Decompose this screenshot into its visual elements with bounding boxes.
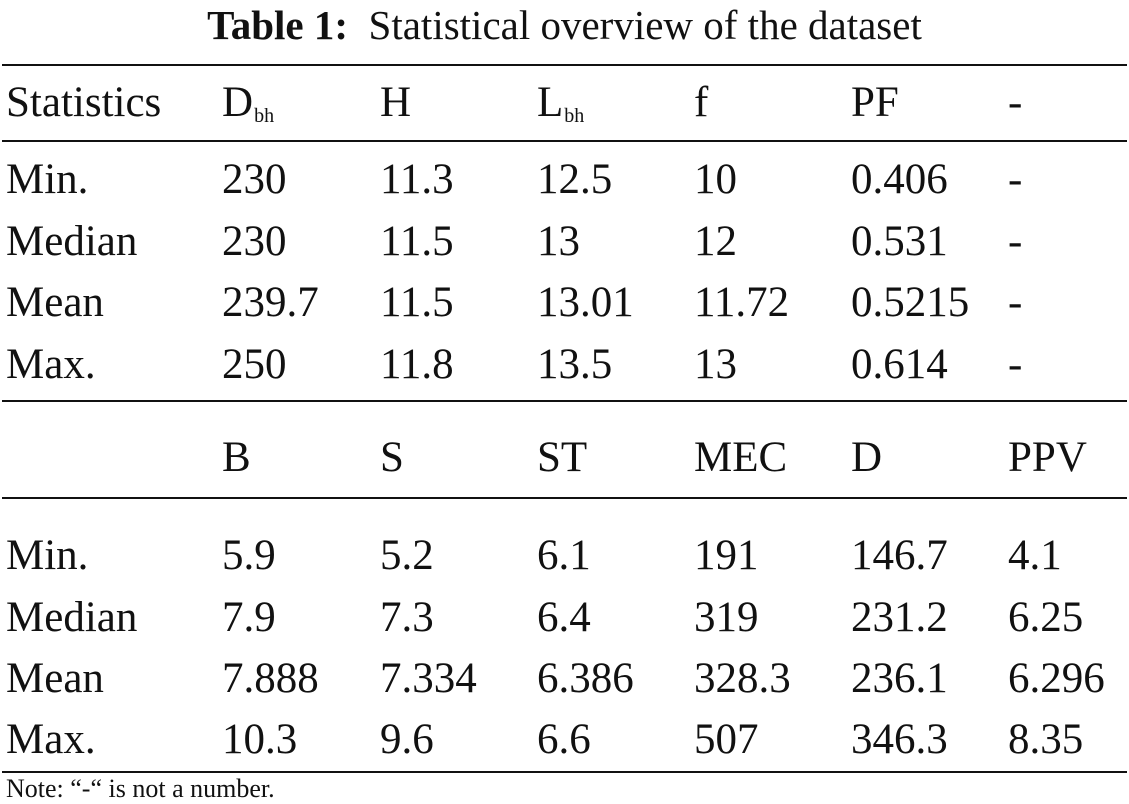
header-cell: B [222, 434, 251, 481]
table-row: Min. 5.9 5.2 6.1 191 146.7 4.1 [0, 526, 1129, 586]
table-cell: 6.1 [537, 532, 591, 579]
header-cell: Dbh [222, 79, 275, 127]
header-cell: - [1008, 79, 1023, 126]
table-cell: 13 [537, 218, 580, 265]
table-cell: Max. [6, 716, 96, 763]
table-cell: 0.5215 [851, 279, 970, 326]
table-row: Mean 7.888 7.334 6.386 328.3 236.1 6.296 [0, 649, 1129, 709]
header-cell: Lbh [537, 79, 585, 127]
table-cell: 507 [694, 716, 759, 763]
header-rule [2, 140, 1127, 142]
table-cell: 11.5 [380, 218, 454, 265]
table-cell: 346.3 [851, 716, 948, 763]
table-cell: 11.3 [380, 156, 454, 203]
table-cell: 6.296 [1008, 655, 1105, 702]
table-cell: 230 [222, 156, 287, 203]
caption-label: Table 1: [207, 2, 349, 48]
header-cell: PF [851, 79, 899, 126]
table-row: Min. 230 11.3 12.5 10 0.406 - [0, 150, 1129, 210]
table-cell: - [1008, 218, 1023, 265]
table-cell: 9.6 [380, 716, 434, 763]
table-cell: Min. [6, 156, 89, 203]
top-rule [2, 64, 1127, 66]
header-cell: S [380, 434, 404, 481]
table-cell: 6.386 [537, 655, 634, 702]
table-cell: 250 [222, 341, 287, 388]
header-cell: MEC [694, 434, 788, 481]
table-cell: 5.2 [380, 532, 434, 579]
table-cell: Max. [6, 341, 96, 388]
table-cell: 0.406 [851, 156, 948, 203]
table-note: Note: “-“ is not a number. [6, 774, 275, 803]
table-cell: 11.8 [380, 341, 454, 388]
table-cell: 319 [694, 594, 759, 641]
table-cell: 10.3 [222, 716, 298, 763]
table-cell: 6.6 [537, 716, 591, 763]
table-cell: 11.5 [380, 279, 454, 326]
header-cell: D [851, 434, 883, 481]
table-cell: 231.2 [851, 594, 948, 641]
table-cell: Mean [6, 655, 104, 702]
table-cell: 191 [694, 532, 759, 579]
table-cell: 5.9 [222, 532, 276, 579]
table-cell: 7.9 [222, 594, 276, 641]
header-rule [2, 497, 1127, 499]
header-cell: H [380, 79, 412, 126]
header-cell: f [694, 79, 709, 126]
table-cell: Mean [6, 279, 104, 326]
table-cell: 0.614 [851, 341, 948, 388]
table-row: Mean 239.7 11.5 13.01 11.72 0.5215 - [0, 273, 1129, 333]
table-cell: Median [6, 594, 138, 641]
table-cell: 13.5 [537, 341, 613, 388]
table-row: Max. 250 11.8 13.5 13 0.614 - [0, 335, 1129, 395]
table-cell: 12 [694, 218, 737, 265]
table-row: Max. 10.3 9.6 6.6 507 346.3 8.35 [0, 710, 1129, 770]
table-cell: - [1008, 279, 1023, 326]
table-cell: 6.4 [537, 594, 591, 641]
table-cell: 236.1 [851, 655, 948, 702]
table-cell: 7.334 [380, 655, 477, 702]
table-cell: 239.7 [222, 279, 319, 326]
table-cell: - [1008, 341, 1023, 388]
table-cell: Min. [6, 532, 89, 579]
table-cell: 7.3 [380, 594, 434, 641]
table-cell: 12.5 [537, 156, 613, 203]
table2-header-row: B S ST MEC D PPV [0, 428, 1129, 488]
table-cell: - [1008, 156, 1023, 203]
header-cell: PPV [1008, 434, 1087, 481]
table-cell: 230 [222, 218, 287, 265]
table-cell: 13 [694, 341, 737, 388]
table-cell: 146.7 [851, 532, 948, 579]
table-row: Median 230 11.5 13 12 0.531 - [0, 212, 1129, 272]
table-cell: 7.888 [222, 655, 319, 702]
table1-header-row: Statistics Dbh H Lbh f PF - [0, 73, 1129, 133]
table-cell: 0.531 [851, 218, 948, 265]
bottom-rule [2, 771, 1127, 773]
table-cell: Median [6, 218, 138, 265]
table-cell: 10 [694, 156, 737, 203]
caption-text: Statistical overview of the dataset [368, 2, 922, 48]
table-cell: 4.1 [1008, 532, 1062, 579]
table-cell: 6.25 [1008, 594, 1084, 641]
table-cell: 11.72 [694, 279, 790, 326]
table-row: Median 7.9 7.3 6.4 319 231.2 6.25 [0, 588, 1129, 648]
table-cell: 13.01 [537, 279, 634, 326]
header-cell: ST [537, 434, 588, 481]
header-cell: Statistics [6, 79, 162, 126]
table-caption: Table 1: Statistical overview of the dat… [0, 0, 1129, 50]
table-cell: 8.35 [1008, 716, 1084, 763]
table-cell: 328.3 [694, 655, 791, 702]
section-rule [2, 400, 1127, 402]
